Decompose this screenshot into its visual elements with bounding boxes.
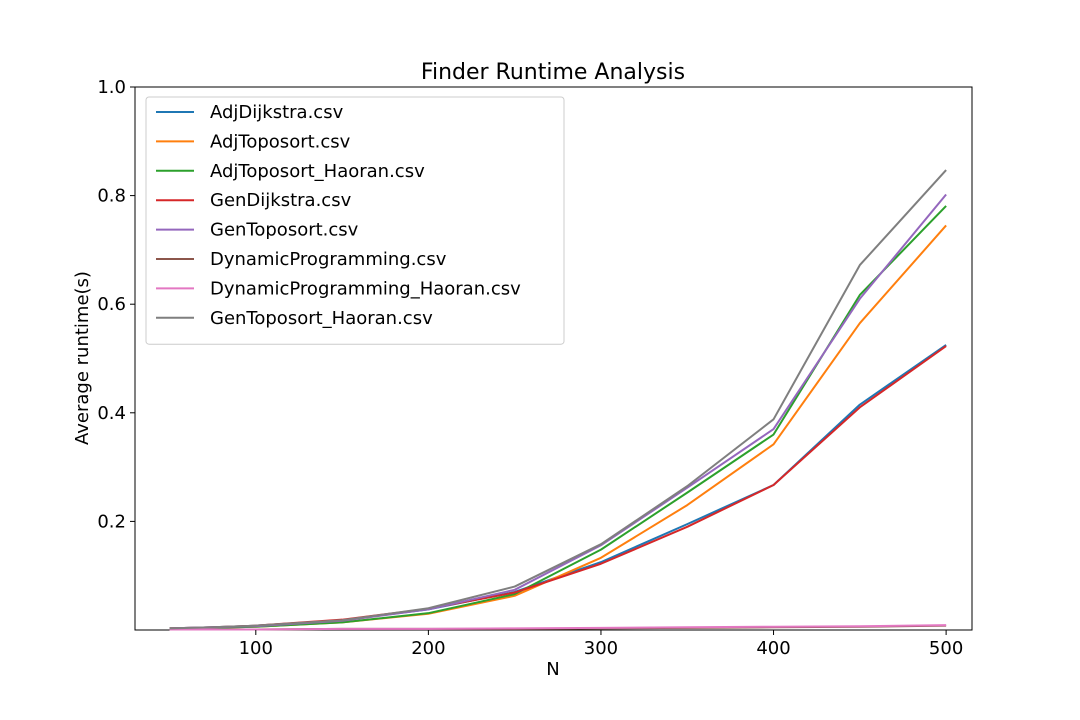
x-tick-label: 200 <box>411 638 445 659</box>
legend-label: AdjToposort_Haoran.csv <box>210 161 425 182</box>
legend-entry: DynamicProgramming_Haoran.csv <box>156 278 521 299</box>
x-tick-label: 100 <box>239 638 273 659</box>
legend-entry: DynamicProgramming.csv <box>156 249 447 270</box>
legend-label: GenDijkstra.csv <box>210 190 352 211</box>
y-axis-label: Average runtime(s) <box>72 271 93 445</box>
series-line-6 <box>169 624 947 631</box>
legend-entry: AdjToposort_Haoran.csv <box>156 161 425 182</box>
legend-label: GenToposort.csv <box>210 220 359 241</box>
legend-label: DynamicProgramming.csv <box>210 249 447 270</box>
legend-box <box>145 96 565 345</box>
series-layer <box>169 169 947 631</box>
y-axis: 0.2 0.4 0.6 0.8 1.0 <box>97 77 135 532</box>
y-tick-label: 0.8 <box>97 186 126 207</box>
legend-entry: GenToposort_Haoran.csv <box>156 308 433 329</box>
chart-title: Finder Runtime Analysis <box>421 60 685 85</box>
legend-label: AdjDijkstra.csv <box>210 102 344 123</box>
legend: AdjDijkstra.csv AdjToposort.csv AdjToposor… <box>145 96 565 345</box>
x-axis-label: N <box>546 659 559 680</box>
x-tick-label: 300 <box>584 638 618 659</box>
y-tick-label: 0.4 <box>97 403 126 424</box>
series-line-7 <box>169 169 947 630</box>
x-axis: 100 200 300 400 500 <box>239 630 963 659</box>
legend-entry: AdjToposort.csv <box>156 131 351 152</box>
legend-label: DynamicProgramming_Haoran.csv <box>210 278 521 299</box>
y-tick-label: 0.2 <box>97 511 126 532</box>
legend-entry: GenToposort.csv <box>156 220 359 241</box>
x-tick-label: 500 <box>929 638 963 659</box>
y-tick-label: 1.0 <box>97 77 126 98</box>
legend-entry: GenDijkstra.csv <box>156 190 352 211</box>
legend-label: AdjToposort.csv <box>210 131 351 152</box>
y-tick-label: 0.6 <box>97 294 126 315</box>
legend-label: GenToposort_Haoran.csv <box>210 308 433 329</box>
x-tick-label: 400 <box>756 638 790 659</box>
legend-entry: AdjDijkstra.csv <box>156 102 344 123</box>
